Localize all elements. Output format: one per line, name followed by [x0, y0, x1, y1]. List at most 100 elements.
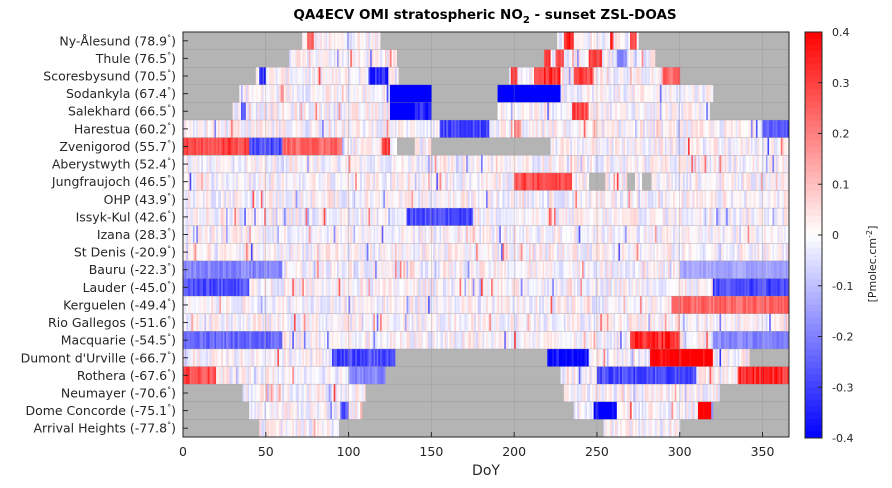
heatmap-cell	[194, 120, 197, 138]
heatmap-cell	[300, 243, 303, 261]
heatmap-cell	[697, 137, 700, 156]
heatmap-cell	[558, 172, 561, 191]
heatmap-cell	[550, 208, 553, 226]
heatmap-cell	[345, 278, 348, 297]
heatmap-cell	[570, 84, 573, 103]
heatmap-cell	[648, 278, 651, 297]
heatmap-cell	[446, 260, 449, 279]
heatmap-cell	[502, 296, 505, 314]
heatmap-cell	[467, 120, 470, 138]
heatmap-cell	[199, 296, 202, 314]
heatmap-cell	[522, 172, 525, 191]
heatmap-cell	[381, 137, 384, 156]
heatmap-cell	[737, 172, 740, 191]
heatmap-cell	[237, 313, 240, 332]
heatmap-cell	[580, 32, 583, 50]
heatmap-cell	[517, 260, 520, 279]
heatmap-cell	[504, 120, 507, 138]
heatmap-cell	[517, 67, 520, 85]
heatmap-cell	[365, 137, 368, 156]
heatmap-cell	[668, 296, 671, 314]
heatmap-cell	[285, 225, 288, 244]
heatmap-cell	[267, 102, 270, 121]
heatmap-cell	[414, 278, 417, 297]
heatmap-cell	[328, 296, 331, 314]
heatmap-cell	[207, 155, 210, 173]
heatmap-cell	[308, 155, 311, 173]
heatmap-cell	[207, 243, 210, 261]
heatmap-cell	[678, 120, 681, 138]
heatmap-cell	[408, 84, 411, 103]
heatmap-cell	[394, 225, 397, 244]
heatmap-cell	[669, 190, 672, 209]
heatmap-cell	[219, 120, 222, 138]
heatmap-cell	[363, 172, 366, 191]
heatmap-cell	[701, 84, 704, 103]
heatmap-cell	[499, 278, 502, 297]
heatmap-cell	[315, 32, 318, 50]
heatmap-cell	[752, 296, 755, 314]
heatmap-cell	[389, 225, 393, 244]
heatmap-cell	[636, 225, 639, 244]
heatmap-cell	[270, 208, 273, 226]
heatmap-cell	[752, 155, 755, 173]
heatmap-cell	[212, 120, 215, 138]
heatmap-cell	[587, 49, 590, 68]
heatmap-cell	[775, 260, 778, 279]
heatmap-cell	[231, 190, 234, 209]
heatmap-cell	[666, 225, 669, 244]
heatmap-cell	[287, 260, 290, 279]
heatmap-cell	[555, 120, 558, 138]
heatmap-cell	[464, 120, 467, 138]
heatmap-cell	[375, 67, 378, 85]
heatmap-cell	[346, 137, 349, 156]
heatmap-cell	[259, 172, 262, 191]
heatmap-cell	[439, 296, 442, 314]
heatmap-cell	[628, 225, 631, 244]
heatmap-cell	[436, 225, 439, 244]
heatmap-cell	[260, 313, 263, 332]
heatmap-cell	[376, 49, 379, 68]
heatmap-cell	[302, 208, 305, 226]
heatmap-cell	[411, 155, 414, 173]
heatmap-cell	[214, 225, 217, 244]
heatmap-cell	[737, 155, 740, 173]
heatmap-cell	[295, 67, 298, 85]
heatmap-cell	[630, 296, 633, 314]
heatmap-cell	[499, 84, 502, 103]
heatmap-cell	[557, 102, 560, 121]
heatmap-cell	[689, 120, 692, 138]
heatmap-cell	[547, 84, 550, 103]
heatmap-cell	[764, 278, 767, 297]
heatmap-cell	[600, 137, 603, 156]
heatmap-cell	[671, 155, 674, 173]
heatmap-cell	[274, 313, 277, 332]
heatmap-cell	[237, 260, 240, 279]
heatmap-cell	[388, 190, 391, 209]
heatmap-cell	[721, 208, 724, 226]
heatmap-cell	[403, 172, 406, 191]
heatmap-cell	[740, 243, 744, 261]
heatmap-cell	[351, 190, 354, 209]
heatmap-cell	[656, 172, 659, 191]
heatmap-cell	[505, 190, 508, 209]
heatmap-cell	[351, 260, 354, 279]
heatmap-cell	[199, 313, 202, 332]
heatmap-cell	[310, 120, 313, 138]
heatmap-cell	[340, 260, 343, 279]
heatmap-cell	[269, 155, 272, 173]
heatmap-cell	[585, 278, 588, 297]
heatmap-cell	[636, 137, 639, 156]
heatmap-cell	[481, 155, 484, 173]
heatmap-cell	[565, 243, 568, 261]
heatmap-cell	[542, 120, 545, 138]
heatmap-cell	[317, 49, 320, 68]
heatmap-cell	[418, 102, 421, 121]
heatmap-cell	[694, 137, 697, 156]
heatmap-cell	[414, 190, 417, 209]
heatmap-cell	[282, 225, 285, 244]
heatmap-cell	[275, 208, 278, 226]
heatmap-cell	[202, 208, 205, 226]
heatmap-cell	[532, 278, 535, 297]
heatmap-cell	[538, 208, 542, 226]
